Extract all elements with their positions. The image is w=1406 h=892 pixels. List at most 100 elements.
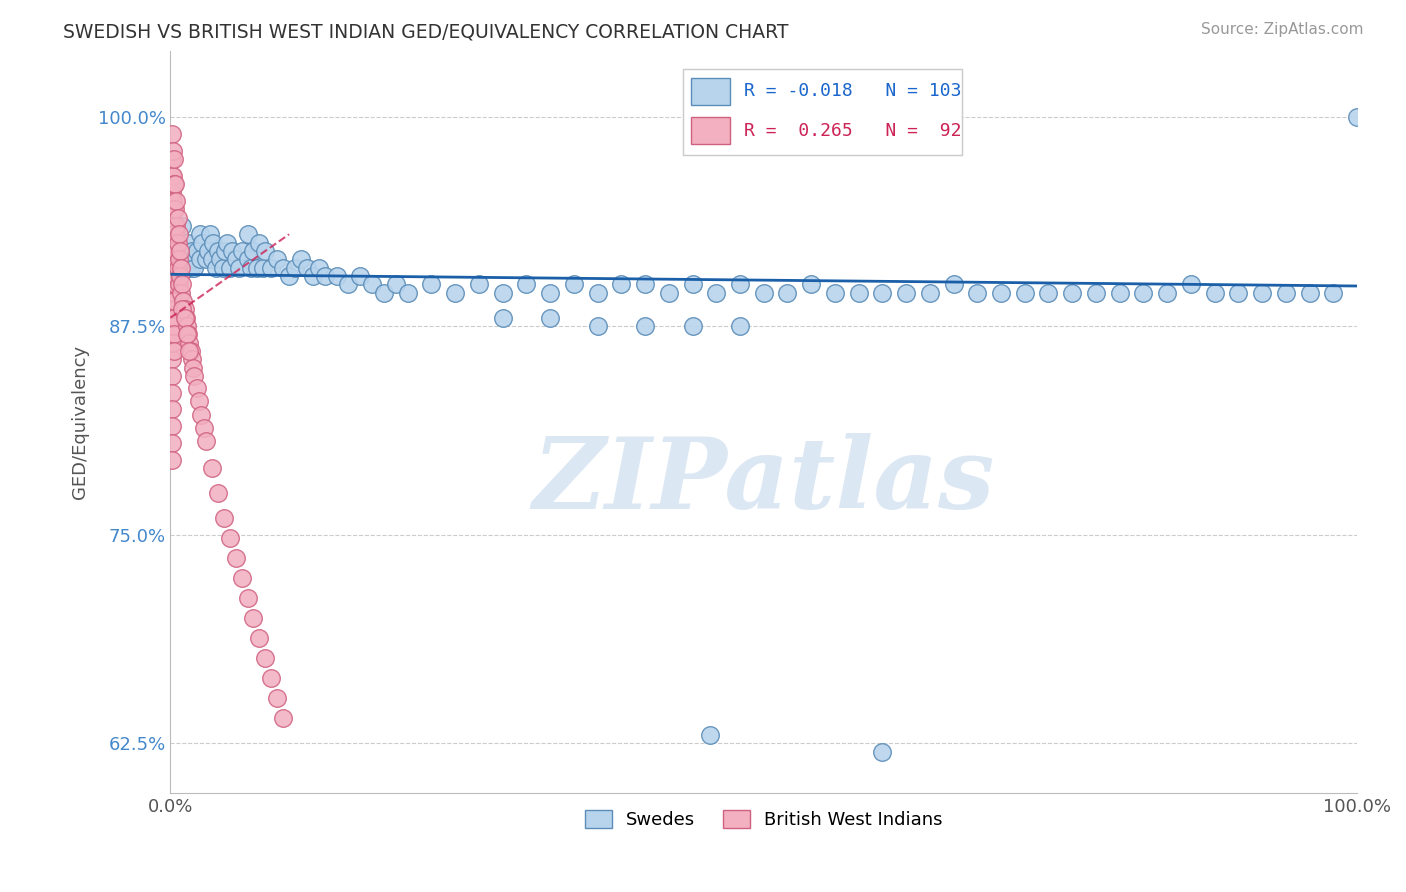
Point [271,711,294,725]
Point [824,285,846,300]
Point [682,277,704,292]
Point [160,202,183,217]
Point [420,277,443,292]
Point [191,235,214,250]
Point [169,244,191,258]
Point [1084,285,1107,300]
Point [162,169,184,183]
Point [752,285,775,300]
Point [266,252,288,267]
Point [165,219,187,233]
Point [180,260,202,275]
Point [187,394,209,409]
Point [848,285,870,300]
Point [1346,111,1368,125]
Point [162,285,184,300]
Point [160,219,183,233]
Point [236,591,259,605]
Point [254,651,277,665]
Point [160,385,183,400]
Point [1298,285,1320,300]
Point [1227,285,1250,300]
Point [160,169,183,183]
Point [236,252,259,267]
Point [201,461,224,475]
Point [165,235,187,250]
Point [162,144,184,158]
Point [188,252,211,267]
Point [163,202,186,217]
Point [176,260,198,275]
Point [201,252,224,267]
Point [301,268,323,283]
Point [180,344,202,359]
Point [1108,285,1130,300]
Point [990,285,1012,300]
Point [207,486,229,500]
Point [634,319,657,334]
Point [160,335,183,350]
Point [180,244,202,258]
Point [166,211,188,225]
Point [966,285,988,300]
Point [181,360,204,375]
Point [373,285,395,300]
Point [1322,285,1344,300]
Point [704,285,727,300]
Point [165,268,187,283]
Point [284,260,307,275]
Point [160,127,183,141]
Point [163,227,186,242]
Point [1275,285,1298,300]
Point [586,285,609,300]
Point [165,202,187,217]
Point [242,611,264,625]
Point [385,277,408,292]
Text: ZIPatlas: ZIPatlas [533,434,995,530]
Point [162,244,184,258]
Point [174,244,197,258]
Point [167,252,190,267]
Point [180,352,202,367]
Point [160,235,183,250]
Point [170,260,193,275]
Point [1156,285,1178,300]
Point [193,421,215,435]
Point [221,244,243,258]
Point [728,319,751,334]
Point [160,152,183,166]
Point [162,219,184,233]
Point [246,260,269,275]
Point [163,152,186,166]
Point [165,194,187,208]
Point [361,277,384,292]
Text: Source: ZipAtlas.com: Source: ZipAtlas.com [1201,22,1364,37]
Point [278,268,301,283]
Point [160,186,183,200]
Point [396,285,419,300]
Point [186,381,208,395]
Point [169,244,191,258]
Point [176,319,198,334]
Point [172,277,194,292]
Point [249,235,271,250]
Point [634,277,657,292]
Point [163,277,186,292]
Point [492,285,515,300]
Point [217,235,239,250]
Point [586,319,609,334]
Point [252,260,274,275]
Point [800,277,823,292]
Point [174,310,197,325]
Point [260,671,283,685]
Point [225,252,247,267]
Point [172,219,194,233]
Point [260,260,283,275]
Point [167,277,190,292]
Point [872,285,894,300]
Point [190,408,212,422]
Point [172,302,194,317]
Point [162,335,184,350]
Point [165,252,187,267]
Point [173,310,195,325]
